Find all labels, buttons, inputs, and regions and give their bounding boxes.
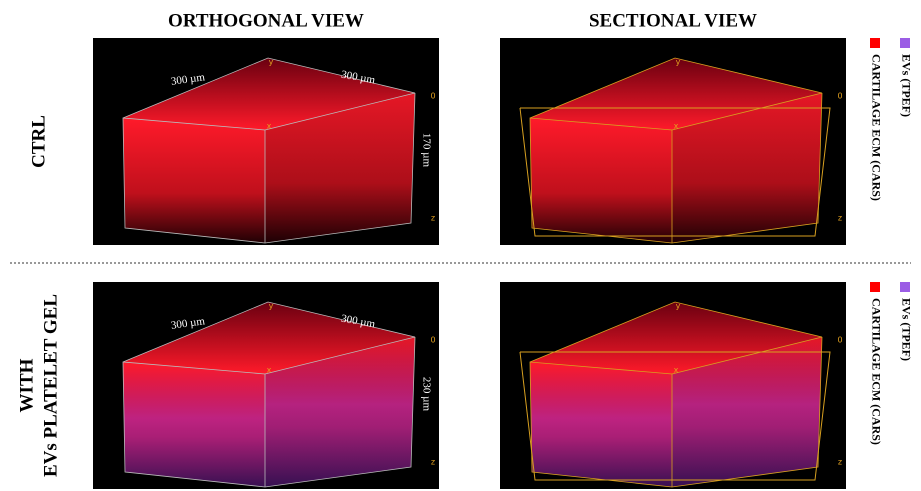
legend-swatch (900, 282, 910, 292)
axis-label: 0 (837, 336, 842, 345)
axis-label: 0 (837, 92, 842, 101)
legend-swatch (870, 38, 880, 48)
column-title: SECTIONAL VIEW (589, 10, 757, 31)
legend-swatch (900, 38, 910, 48)
legend-label: CARTILAGE ECM (CARS) (869, 54, 883, 201)
dimension-label: 170 µm (420, 133, 432, 168)
axis-label: y (269, 302, 274, 311)
axis-label: y (676, 302, 681, 311)
left-face (123, 118, 265, 243)
axis-label: x (267, 366, 272, 375)
panel: y x 0 z (500, 38, 846, 245)
dimension-label: 230 µm (420, 377, 432, 412)
figure: ORTHOGONAL VIEW SECTIONAL VIEW CTRL EVs (TP… (0, 0, 921, 491)
evs-signal (123, 362, 265, 487)
axis-label: x (267, 122, 272, 131)
row-label: WITH (16, 358, 37, 412)
axis-label: x (674, 366, 679, 375)
row-label: CTRL (28, 115, 49, 168)
evs-signal (530, 362, 672, 487)
column-title: ORTHOGONAL VIEW (168, 10, 364, 31)
axis-label: z (431, 214, 435, 223)
axis-label: y (269, 58, 274, 67)
axis-label: z (838, 214, 842, 223)
axis-label: z (431, 458, 435, 467)
legend-label: CARTILAGE ECM (CARS) (869, 298, 883, 445)
axis-label: y (676, 58, 681, 67)
row-label: EVs PLATELET GEL (40, 294, 61, 477)
legend-swatch (870, 282, 880, 292)
panel: y x 0 z (500, 282, 846, 489)
axis-label: z (838, 458, 842, 467)
left-face (530, 118, 672, 243)
axis-label: 0 (430, 92, 435, 101)
legend-label: EVs (TPEF) (899, 54, 913, 117)
axis-label: x (674, 122, 679, 131)
axis-label: 0 (430, 336, 435, 345)
legend-label: EVs (TPEF) (899, 298, 913, 361)
